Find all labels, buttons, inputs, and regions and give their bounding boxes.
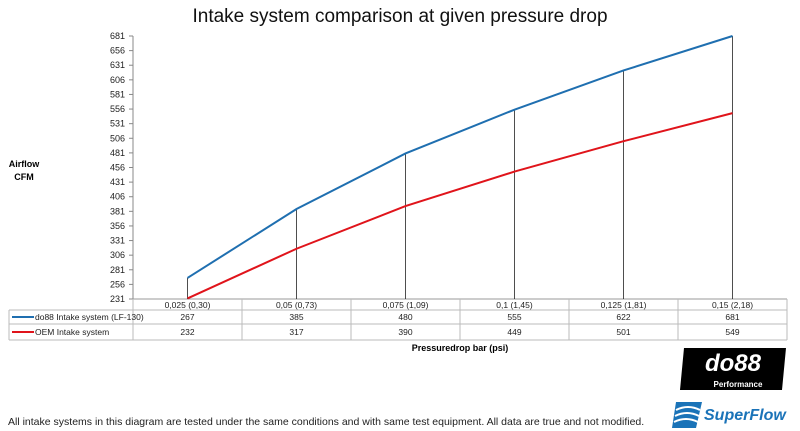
x-axis-label: Pressuredrop bar (psi) [411, 343, 509, 353]
y-tick-label: 656 [110, 46, 125, 56]
y-tick-label: 381 [110, 206, 125, 216]
y-tick-label: 506 [110, 133, 125, 143]
x-tick-label: 0,075 (1,09) [383, 300, 429, 310]
do88-logo: do88 Performance [680, 348, 786, 390]
chart-svg: 231 256 281 306 331 356 381 406 431 456 481 506 531 5… [8, 31, 788, 341]
x-tick-label: 0,1 (1,45) [496, 300, 533, 310]
table-value: 555 [507, 312, 521, 322]
table-value: 317 [289, 327, 303, 337]
table-value: 480 [398, 312, 412, 322]
y-tick-label: 456 [110, 163, 125, 173]
y-tick-label: 531 [110, 119, 125, 129]
y-axis-label-1: Airflow [8, 159, 40, 169]
table-value: 449 [507, 327, 521, 337]
x-tick-label: 0,05 (0,73) [276, 300, 317, 310]
table-value: 501 [616, 327, 630, 337]
y-tick-label: 581 [110, 89, 125, 99]
do88-logo-text: do88 [705, 350, 762, 377]
table-value: 232 [180, 327, 194, 337]
table-value: 390 [398, 327, 412, 337]
table-value: 549 [725, 327, 739, 337]
table-value: 622 [616, 312, 630, 322]
do88-logo-subtext: Performance [714, 380, 763, 389]
footer-note: All intake systems in this diagram are t… [8, 416, 645, 428]
x-tick-label: 0,025 (0,30) [165, 300, 211, 310]
y-tick-label: 281 [110, 265, 125, 275]
y-tick-label: 681 [110, 31, 125, 41]
y-tick-label: 631 [110, 60, 125, 70]
y-tick-label: 406 [110, 192, 125, 202]
y-tick-label: 256 [110, 279, 125, 289]
series-line-0 [186, 35, 733, 279]
y-tick-label: 306 [110, 250, 125, 260]
legend-label-1: OEM Intake system [35, 327, 109, 337]
y-tick-label: 606 [110, 75, 125, 85]
table-value: 681 [725, 312, 739, 322]
superflow-logo: SuperFlow [672, 402, 787, 428]
y-tick-label: 431 [110, 177, 125, 187]
y-tick-label: 556 [110, 104, 125, 114]
table-value: 267 [180, 312, 194, 322]
legend-label-0: do88 Intake system (LF-130) [35, 312, 144, 322]
y-axis-label-2: CFM [14, 172, 34, 182]
superflow-logo-text: SuperFlow [704, 407, 787, 424]
x-tick-label: 0,15 (2,18) [712, 300, 753, 310]
y-tick-label: 481 [110, 148, 125, 158]
y-axis-label: Airflow CFM [2, 158, 46, 184]
series-line-1 [187, 112, 733, 300]
table-value: 385 [289, 312, 303, 322]
y-tick-label: 356 [110, 221, 125, 231]
x-tick-label: 0,125 (1,81) [601, 300, 647, 310]
y-tick-label: 231 [110, 294, 125, 304]
y-tick-label: 331 [110, 236, 125, 246]
chart-title: Intake system comparison at given pressu… [192, 6, 608, 27]
